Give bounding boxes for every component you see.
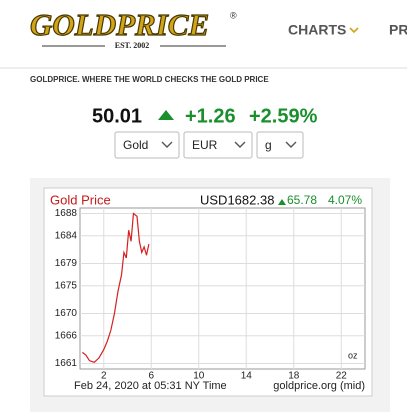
plot-area — [79, 207, 366, 370]
select-chevron — [234, 141, 246, 148]
source: goldprice.org (mid) — [273, 380, 365, 392]
tagline: GOLDPRICE. WHERE THE WORLD CHECKS THE GO… — [30, 75, 269, 84]
nav-chevron — [349, 27, 359, 34]
up-arrow — [278, 199, 286, 205]
plot: 1661 1666 1670 1675 1679 1684 1688 2 6 10 14 18 22 — [55, 207, 366, 382]
up-arrow — [158, 110, 174, 120]
established: EST. 2002 — [115, 41, 150, 50]
y-tick-label: 1666 — [55, 330, 78, 341]
chart-title: Gold Price — [50, 192, 111, 207]
chart-change-pct: 4.07% — [328, 193, 362, 207]
y-tick-label: 1670 — [55, 308, 78, 319]
nav-item[interactable]: CHARTS — [288, 22, 346, 38]
x-tick-label: 18 — [288, 371, 300, 382]
select-chevron — [161, 141, 173, 148]
y-tick-label: 1684 — [55, 230, 78, 241]
select-box[interactable] — [256, 131, 304, 159]
y-tick-label: 1688 — [55, 208, 78, 219]
x-tick-label: 22 — [336, 371, 348, 382]
unit: oz — [348, 350, 358, 360]
selectors: Gold EUR g — [114, 131, 304, 159]
select-label: g — [265, 138, 272, 152]
price: 50.01 — [92, 105, 142, 127]
x-tick-label: 2 — [101, 371, 107, 382]
select-box[interactable] — [183, 131, 253, 159]
registered-mark: ® — [230, 10, 237, 20]
x-tick-label: 6 — [148, 371, 154, 382]
change-pct: +2.59% — [249, 105, 318, 127]
y-tick-label: 1661 — [55, 358, 78, 369]
select-label: EUR — [192, 138, 218, 152]
nav-item[interactable]: PR — [389, 22, 407, 38]
logo[interactable]: GOLDPRICE — [29, 7, 209, 43]
y-tick-label: 1679 — [55, 258, 78, 269]
chart-change: 65.78 — [287, 193, 317, 207]
x-tick-label: 10 — [193, 371, 205, 382]
timestamp: Feb 24, 2020 at 05:31 NY Time — [74, 380, 227, 392]
price-line — [82, 212, 150, 364]
change: +1.26 — [185, 105, 236, 127]
select-label: Gold — [123, 138, 148, 152]
select-box[interactable] — [114, 131, 180, 159]
select-chevron — [285, 141, 297, 148]
y-tick-label: 1675 — [55, 280, 78, 291]
chart-price: USD1682.38 — [200, 192, 274, 207]
x-tick-label: 14 — [241, 371, 253, 382]
